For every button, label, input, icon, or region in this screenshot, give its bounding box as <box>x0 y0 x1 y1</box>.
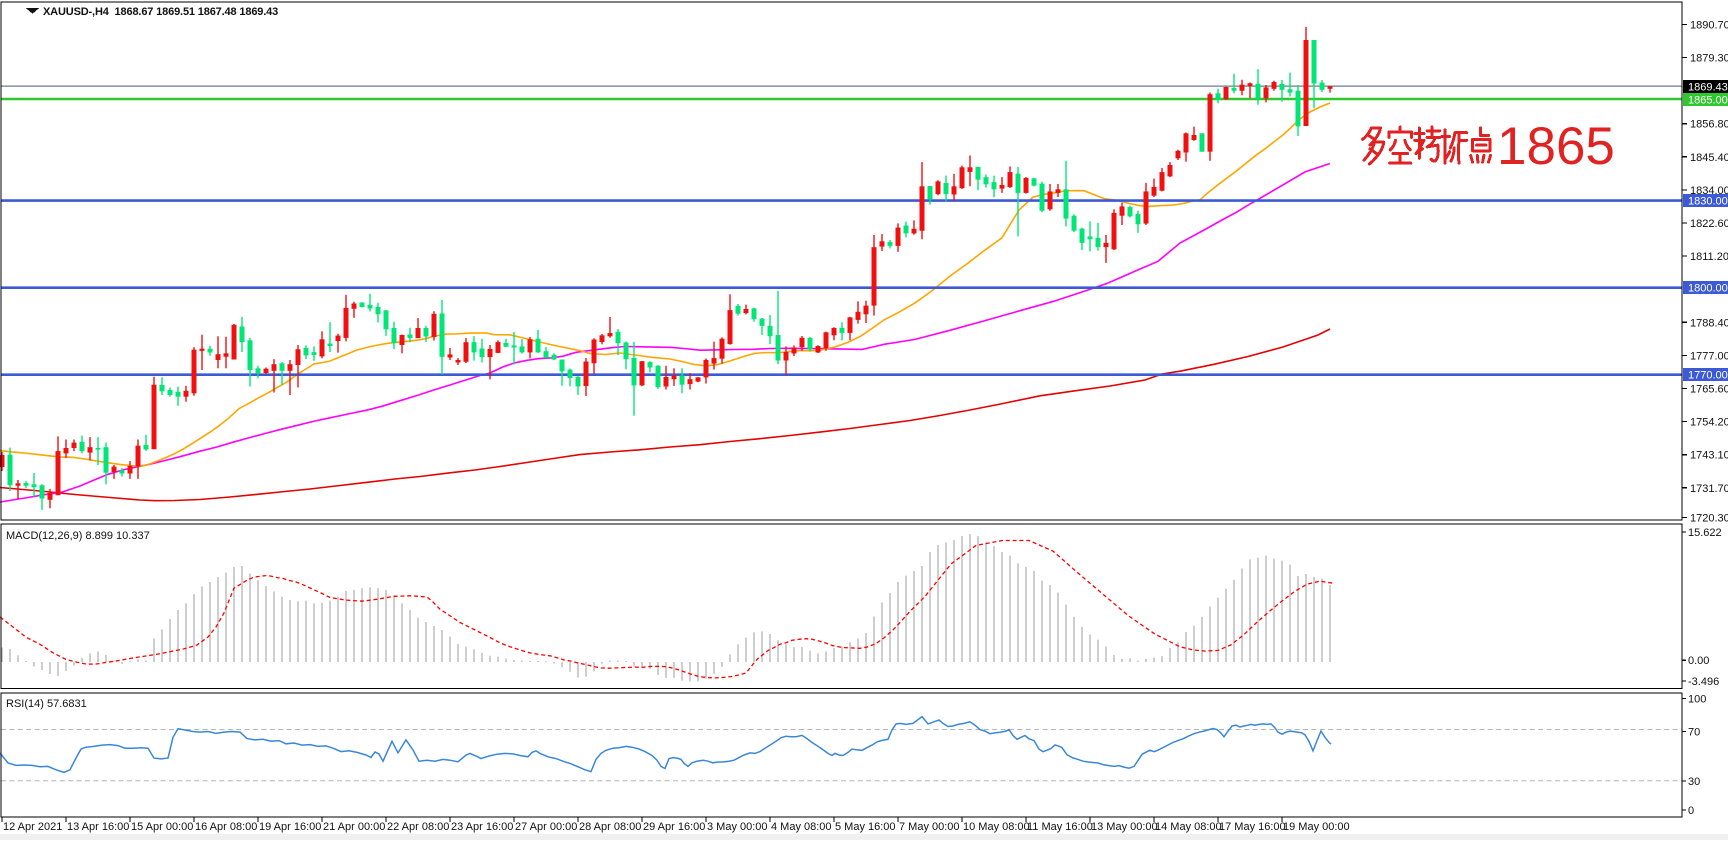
svg-text:1743.10: 1743.10 <box>1690 450 1728 462</box>
svg-text:1720.30: 1720.30 <box>1690 513 1728 525</box>
svg-text:12 Apr 2021: 12 Apr 2021 <box>3 821 62 833</box>
svg-text:19 May 00:00: 19 May 00:00 <box>1283 821 1350 833</box>
svg-text:5 May 16:00: 5 May 16:00 <box>835 821 896 833</box>
svg-text:7 May 00:00: 7 May 00:00 <box>899 821 960 833</box>
svg-text:1788.40: 1788.40 <box>1690 317 1728 329</box>
svg-text:15.622: 15.622 <box>1688 527 1722 539</box>
svg-text:1822.60: 1822.60 <box>1690 218 1728 230</box>
svg-text:1811.20: 1811.20 <box>1690 251 1728 263</box>
svg-text:100: 100 <box>1688 694 1706 706</box>
svg-text:27 Apr 00:00: 27 Apr 00:00 <box>515 821 577 833</box>
svg-text:0: 0 <box>1688 805 1694 817</box>
svg-text:14 May 08:00: 14 May 08:00 <box>1155 821 1222 833</box>
svg-text:70: 70 <box>1688 727 1700 739</box>
svg-text:3 May 00:00: 3 May 00:00 <box>707 821 768 833</box>
svg-text:1731.70: 1731.70 <box>1690 483 1728 495</box>
svg-text:11 May 16:00: 11 May 16:00 <box>1027 821 1093 833</box>
svg-text:4 May 08:00: 4 May 08:00 <box>771 821 832 833</box>
svg-text:1765.60: 1765.60 <box>1690 384 1728 396</box>
svg-text:29 Apr 16:00: 29 Apr 16:00 <box>643 821 705 833</box>
svg-text:1800.00: 1800.00 <box>1688 283 1728 295</box>
svg-text:13 Apr 16:00: 13 Apr 16:00 <box>67 821 129 833</box>
svg-text:30: 30 <box>1688 776 1700 788</box>
svg-text:21 Apr 00:00: 21 Apr 00:00 <box>323 821 385 833</box>
svg-text:-3.496: -3.496 <box>1688 676 1719 688</box>
svg-text:15 Apr 00:00: 15 Apr 00:00 <box>131 821 193 833</box>
svg-text:1869.43: 1869.43 <box>1688 82 1728 94</box>
svg-text:1777.00: 1777.00 <box>1690 350 1728 362</box>
svg-text:1830.00: 1830.00 <box>1688 196 1728 208</box>
svg-text:MACD(12,26,9) 8.899 10.337: MACD(12,26,9) 8.899 10.337 <box>6 530 150 542</box>
svg-text:RSI(14) 57.6831: RSI(14) 57.6831 <box>6 698 87 710</box>
svg-text:1865: 1865 <box>1497 117 1615 176</box>
svg-text:1834.00: 1834.00 <box>1690 185 1728 197</box>
svg-text:1890.70: 1890.70 <box>1690 19 1728 31</box>
svg-text:0.00: 0.00 <box>1688 655 1709 667</box>
svg-text:XAUUSD-,H4 1868.67 1869.51 18: XAUUSD-,H4 1868.67 1869.51 1867.48 1869.… <box>43 6 278 18</box>
svg-text:1856.80: 1856.80 <box>1690 119 1728 131</box>
svg-text:1754.20: 1754.20 <box>1690 417 1728 429</box>
svg-text:13 May 00:00: 13 May 00:00 <box>1091 821 1158 833</box>
svg-text:22 Apr 08:00: 22 Apr 08:00 <box>387 821 449 833</box>
svg-text:19 Apr 16:00: 19 Apr 16:00 <box>259 821 321 833</box>
svg-text:16 Apr 08:00: 16 Apr 08:00 <box>195 821 257 833</box>
svg-text:1865.00: 1865.00 <box>1688 95 1728 107</box>
svg-text:1845.40: 1845.40 <box>1690 152 1728 164</box>
svg-text:1770.00: 1770.00 <box>1688 370 1728 382</box>
svg-text:17 May 16:00: 17 May 16:00 <box>1219 821 1286 833</box>
svg-text:1879.30: 1879.30 <box>1690 53 1728 65</box>
svg-text:23 Apr 16:00: 23 Apr 16:00 <box>451 821 513 833</box>
svg-text:10 May 08:00: 10 May 08:00 <box>963 821 1030 833</box>
svg-text:28 Apr 08:00: 28 Apr 08:00 <box>579 821 641 833</box>
